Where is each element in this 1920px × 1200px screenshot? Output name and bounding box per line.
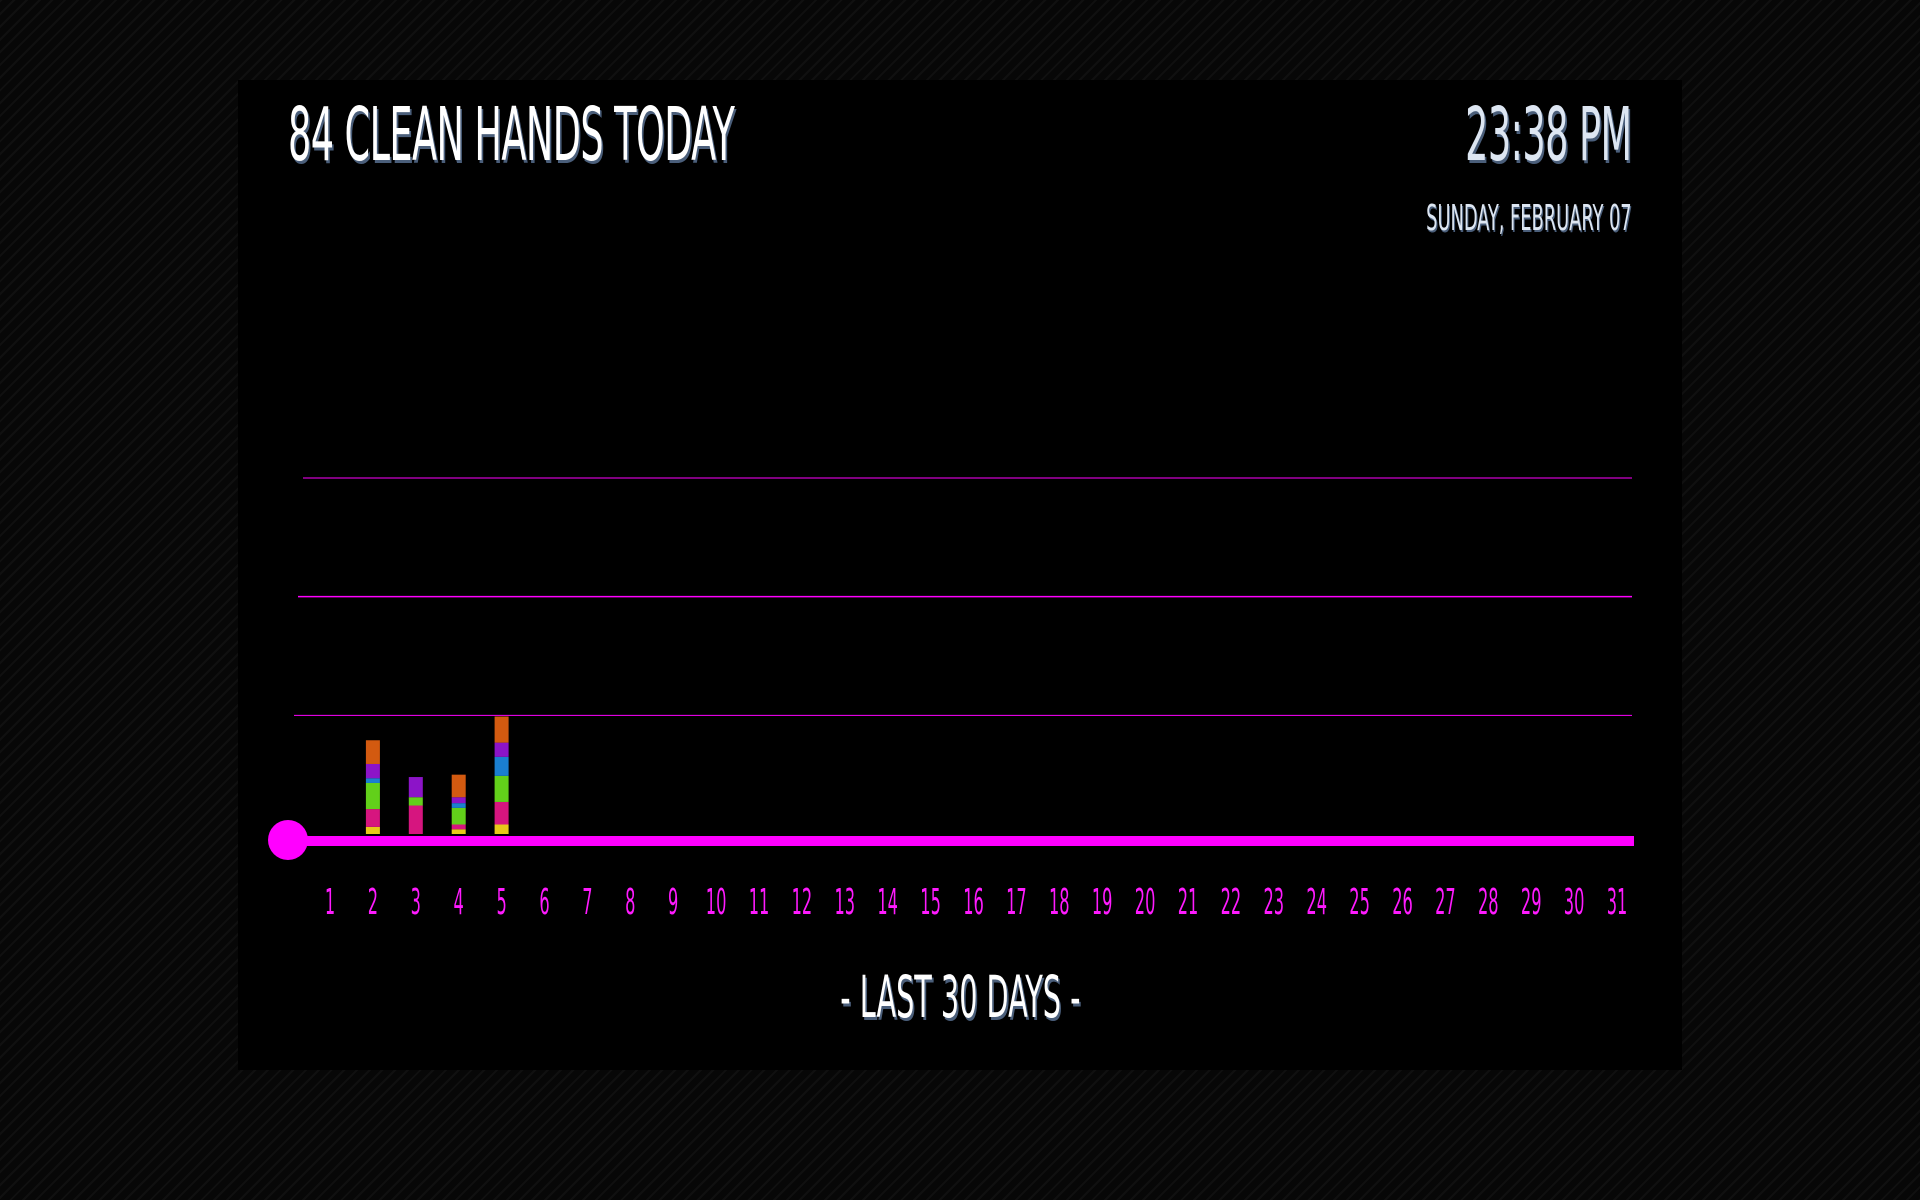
tick-label-17: 17 bbox=[1006, 881, 1027, 923]
tick-label-29: 29 bbox=[1521, 881, 1542, 923]
bar-day-5-yellow bbox=[494, 824, 509, 834]
tick-label-9: 9 bbox=[668, 881, 678, 923]
bar-day-5-blue bbox=[494, 756, 509, 776]
tick-label-4: 4 bbox=[454, 881, 464, 923]
bar-day-2-pink bbox=[365, 809, 380, 827]
bar-day-4-pink bbox=[451, 824, 466, 830]
bar-day-5-pink bbox=[494, 801, 509, 825]
bar-day-2-purple bbox=[365, 763, 380, 779]
tick-label-30: 30 bbox=[1564, 881, 1585, 923]
tick-label-15: 15 bbox=[920, 881, 941, 923]
clock-date: SUNDAY, FEBRUARY 07 bbox=[1426, 198, 1632, 239]
x-axis-origin-dot bbox=[268, 820, 308, 860]
tick-label-1: 1 bbox=[325, 881, 335, 923]
chart-caption: - LAST 30 DAYS - bbox=[0, 968, 1920, 1026]
x-axis-line bbox=[288, 836, 1634, 846]
tick-label-27: 27 bbox=[1435, 881, 1456, 923]
tick-label-28: 28 bbox=[1478, 881, 1499, 923]
tick-label-8: 8 bbox=[625, 881, 635, 923]
tick-label-2: 2 bbox=[368, 881, 378, 923]
tick-label-7: 7 bbox=[582, 881, 592, 923]
tick-label-5: 5 bbox=[496, 881, 506, 923]
tick-label-23: 23 bbox=[1263, 881, 1284, 923]
bars bbox=[365, 716, 509, 834]
tick-label-6: 6 bbox=[539, 881, 549, 923]
tick-label-25: 25 bbox=[1349, 881, 1370, 923]
bar-day-2-yellow bbox=[365, 826, 380, 834]
tick-label-22: 22 bbox=[1221, 881, 1242, 923]
bar-day-3-pink bbox=[408, 805, 423, 834]
chart-caption-text: - LAST 30 DAYS - bbox=[839, 963, 1081, 1031]
bar-day-3-green bbox=[408, 797, 423, 806]
tick-label-19: 19 bbox=[1092, 881, 1113, 923]
gridlines bbox=[294, 477, 1632, 716]
clock-time: 23:38 PM bbox=[1465, 92, 1633, 178]
bar-day-2-green bbox=[365, 782, 380, 810]
bar-day-4-purple bbox=[451, 797, 466, 804]
tick-label-3: 3 bbox=[411, 881, 421, 923]
tick-label-18: 18 bbox=[1049, 881, 1070, 923]
bar-day-3-purple bbox=[408, 777, 423, 798]
tick-label-12: 12 bbox=[792, 881, 813, 923]
bar-day-2-orange bbox=[365, 740, 380, 764]
tick-label-24: 24 bbox=[1306, 881, 1327, 923]
x-axis-tick-labels: 1 2 3 4 5 6 7 8 9 10 11 12 13 14 15 16 17 18 19 20 21 22 23 24 2… bbox=[325, 881, 1627, 923]
tick-label-14: 14 bbox=[877, 881, 898, 923]
bar-day-5-green bbox=[494, 775, 509, 802]
tick-label-20: 20 bbox=[1135, 881, 1156, 923]
dashboard-panel bbox=[238, 80, 1682, 1070]
tick-label-13: 13 bbox=[834, 881, 855, 923]
tick-label-26: 26 bbox=[1392, 881, 1413, 923]
clean-hands-count-title: 84 CLEAN HANDS TODAY bbox=[288, 92, 735, 178]
tick-label-21: 21 bbox=[1178, 881, 1199, 923]
bar-day-2-blue bbox=[365, 778, 380, 783]
bar-day-4-orange bbox=[451, 774, 466, 798]
tick-label-11: 11 bbox=[749, 881, 770, 923]
bar-day-4-green bbox=[451, 807, 466, 825]
tick-label-16: 16 bbox=[963, 881, 984, 923]
bar-day-5-orange bbox=[494, 716, 509, 743]
tick-label-10: 10 bbox=[706, 881, 727, 923]
bar-day-4-yellow bbox=[451, 829, 466, 834]
tick-label-31: 31 bbox=[1607, 881, 1628, 923]
bar-day-5-purple bbox=[494, 742, 509, 757]
bar-day-4-blue bbox=[451, 803, 466, 808]
